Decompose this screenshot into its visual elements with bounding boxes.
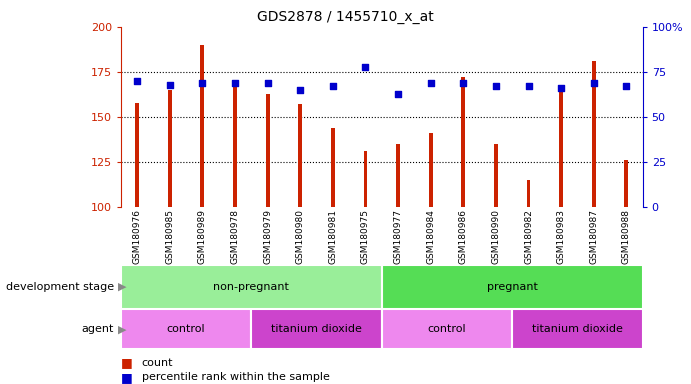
Text: ▶: ▶ bbox=[117, 324, 126, 334]
Bar bbox=[331, 128, 335, 207]
Text: GSM180982: GSM180982 bbox=[524, 209, 533, 263]
Text: GSM180986: GSM180986 bbox=[459, 209, 468, 264]
Text: GSM180989: GSM180989 bbox=[198, 209, 207, 264]
Point bbox=[457, 80, 468, 86]
Text: pregnant: pregnant bbox=[486, 282, 538, 292]
Bar bbox=[135, 103, 139, 207]
Bar bbox=[233, 84, 237, 207]
Text: GSM180978: GSM180978 bbox=[231, 209, 240, 264]
Text: non-pregnant: non-pregnant bbox=[214, 282, 290, 292]
Text: GSM180990: GSM180990 bbox=[491, 209, 500, 264]
Text: ■: ■ bbox=[121, 371, 133, 384]
Bar bbox=[168, 90, 172, 207]
Point bbox=[621, 83, 632, 89]
Text: ■: ■ bbox=[121, 356, 133, 369]
Point bbox=[360, 63, 371, 70]
Point bbox=[229, 80, 240, 86]
Text: ▶: ▶ bbox=[117, 282, 126, 292]
Bar bbox=[266, 94, 269, 207]
Bar bbox=[625, 161, 628, 207]
Point bbox=[328, 83, 339, 89]
Text: titanium dioxide: titanium dioxide bbox=[271, 324, 362, 334]
Bar bbox=[382, 309, 512, 349]
Point bbox=[491, 83, 502, 89]
Bar bbox=[363, 151, 368, 207]
Bar bbox=[428, 133, 433, 207]
Bar bbox=[382, 265, 643, 309]
Point bbox=[588, 80, 599, 86]
Text: control: control bbox=[428, 324, 466, 334]
Bar bbox=[494, 144, 498, 207]
Point bbox=[164, 81, 176, 88]
Text: GSM180984: GSM180984 bbox=[426, 209, 435, 263]
Bar bbox=[121, 309, 252, 349]
Point bbox=[295, 87, 306, 93]
Text: GSM180980: GSM180980 bbox=[296, 209, 305, 264]
Text: GSM180979: GSM180979 bbox=[263, 209, 272, 264]
Text: GDS2878 / 1455710_x_at: GDS2878 / 1455710_x_at bbox=[257, 10, 434, 23]
Text: GSM180988: GSM180988 bbox=[622, 209, 631, 264]
Text: GSM180985: GSM180985 bbox=[165, 209, 174, 264]
Point bbox=[132, 78, 143, 84]
Text: agent: agent bbox=[82, 324, 114, 334]
Text: titanium dioxide: titanium dioxide bbox=[532, 324, 623, 334]
Text: GSM180981: GSM180981 bbox=[328, 209, 337, 264]
Point bbox=[392, 91, 404, 97]
Bar bbox=[252, 309, 382, 349]
Point bbox=[556, 85, 567, 91]
Text: development stage: development stage bbox=[6, 282, 114, 292]
Bar bbox=[527, 180, 531, 207]
Point bbox=[197, 80, 208, 86]
Point bbox=[262, 80, 273, 86]
Bar bbox=[512, 309, 643, 349]
Bar bbox=[559, 84, 563, 207]
Text: control: control bbox=[167, 324, 205, 334]
Text: GSM180975: GSM180975 bbox=[361, 209, 370, 264]
Text: count: count bbox=[142, 358, 173, 368]
Text: GSM180976: GSM180976 bbox=[133, 209, 142, 264]
Bar bbox=[396, 144, 400, 207]
Bar bbox=[200, 45, 205, 207]
Point bbox=[523, 83, 534, 89]
Point bbox=[425, 80, 436, 86]
Text: GSM180987: GSM180987 bbox=[589, 209, 598, 264]
Bar bbox=[299, 104, 302, 207]
Bar bbox=[121, 265, 382, 309]
Bar bbox=[462, 78, 465, 207]
Text: GSM180977: GSM180977 bbox=[394, 209, 403, 264]
Text: GSM180983: GSM180983 bbox=[557, 209, 566, 264]
Text: percentile rank within the sample: percentile rank within the sample bbox=[142, 372, 330, 382]
Bar bbox=[591, 61, 596, 207]
